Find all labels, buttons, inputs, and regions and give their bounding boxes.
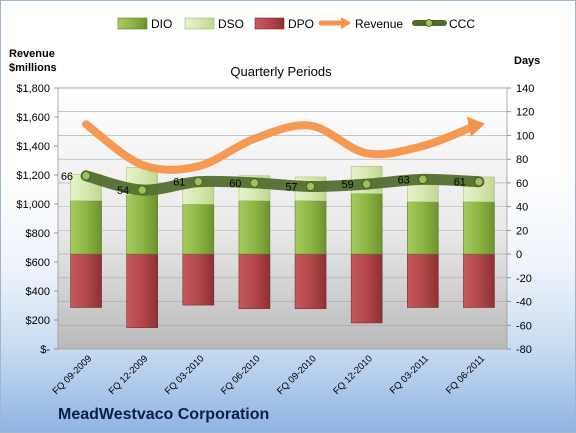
ccc-point xyxy=(305,181,316,192)
left-tick-label: $800 xyxy=(26,228,50,240)
data-labels: 66 54 61 60 57 59 63 61 xyxy=(61,171,466,197)
legend-label-revenue: Revenue xyxy=(355,17,403,31)
dio-bar xyxy=(294,200,327,255)
ccc-point xyxy=(137,185,147,195)
legend-item-ccc: CCC xyxy=(412,17,475,31)
ccc-data-label: 66 xyxy=(61,171,73,183)
right-tick-label: -80 xyxy=(516,344,532,356)
dio-bar xyxy=(238,200,271,255)
right-tick-label: -20 xyxy=(516,273,532,285)
right-tick-label: -60 xyxy=(516,320,532,332)
legend-label-dso: DSO xyxy=(218,17,244,31)
dpo-bar xyxy=(70,253,102,308)
dpo-bar xyxy=(350,253,383,324)
dpo-bar xyxy=(182,253,215,306)
ccc-line xyxy=(80,170,485,196)
dio-bar xyxy=(126,194,158,255)
left-tick-label: $1,400 xyxy=(16,141,50,153)
x-tick-label: FQ 06-2010 xyxy=(219,353,263,397)
x-tick-label: FQ 12-2009 xyxy=(107,353,151,397)
right-tick-label: 60 xyxy=(516,178,528,190)
x-tick-label: FQ 03-2010 xyxy=(163,353,207,397)
ccc-data-label: 60 xyxy=(229,178,241,190)
left-tick-label: $600 xyxy=(26,257,50,269)
revenue-arrowhead xyxy=(466,116,485,137)
dio-bar xyxy=(463,201,495,255)
revenue-line xyxy=(82,120,477,174)
right-tick-label: 0 xyxy=(516,249,522,261)
legend-label-dio: DIO xyxy=(151,17,172,31)
ccc-data-label: 61 xyxy=(173,177,185,189)
left-tick-label: $400 xyxy=(26,286,50,298)
legend-item-revenue: Revenue xyxy=(318,17,403,31)
legend-item-dpo: DPO xyxy=(254,17,314,31)
company-name: MeadWestvaco Corporation xyxy=(58,406,270,423)
left-tick-label: $1,200 xyxy=(16,170,50,182)
left-tick-label: $- xyxy=(40,344,50,356)
right-tick-label: 20 xyxy=(516,225,528,237)
legend-label-dpo: DPO xyxy=(288,17,314,31)
right-tick-label: 120 xyxy=(516,107,534,119)
dpo-bar xyxy=(407,253,439,308)
chart-title: Quarterly Periods xyxy=(230,64,332,79)
ccc-data-label: 63 xyxy=(398,174,410,186)
dpo-bar xyxy=(294,253,327,309)
legend: DIO DSO DPO Revenue CCC xyxy=(117,17,475,31)
ccc-point xyxy=(362,179,372,189)
ccc-point xyxy=(474,177,484,187)
right-tick-label: 100 xyxy=(516,130,534,142)
dpo-bar xyxy=(238,253,271,309)
left-tick-label: $200 xyxy=(26,315,50,327)
ccc-point xyxy=(193,177,203,187)
ccc-point xyxy=(249,178,260,188)
right-tick-label: 40 xyxy=(516,202,528,214)
left-axis-title-line2: $millions xyxy=(9,62,57,74)
ccc-data-label: 61 xyxy=(454,177,466,189)
right-tick-label: 80 xyxy=(516,154,528,166)
left-axis-title-line1: Revenue xyxy=(9,48,55,60)
ccc-point xyxy=(418,174,428,184)
x-tick-label: FQ 09-2009 xyxy=(51,353,95,397)
dio-bar xyxy=(407,201,439,255)
dio-bar xyxy=(350,193,383,255)
x-tick-label: FQ 06-2011 xyxy=(444,353,487,396)
dio-bar xyxy=(182,203,215,255)
dpo-bar xyxy=(126,253,158,328)
ccc-data-label: 59 xyxy=(341,179,353,191)
legend-label-ccc: CCC xyxy=(449,17,475,31)
legend-item-dio: DIO xyxy=(117,17,172,31)
ccc-data-label: 54 xyxy=(117,185,129,197)
left-tick-label: $1,600 xyxy=(16,112,50,124)
line-series xyxy=(80,116,485,196)
right-tick-label: -40 xyxy=(516,297,532,309)
dio-bar xyxy=(70,200,102,255)
right-tick-label: 140 xyxy=(516,83,534,95)
x-tick-label: FQ 03-2011 xyxy=(388,353,431,396)
dpo-bar xyxy=(463,253,495,308)
legend-item-dso: DSO xyxy=(184,17,244,31)
right-axis-title: Days xyxy=(514,55,540,67)
ccc-point xyxy=(81,171,91,181)
left-tick-label: $1,800 xyxy=(16,83,50,95)
x-tick-label: FQ 09-2010 xyxy=(275,353,319,397)
x-tick-label: FQ 12-2010 xyxy=(331,353,375,397)
ccc-data-label: 57 xyxy=(285,181,297,193)
left-tick-label: $1,000 xyxy=(16,199,50,211)
